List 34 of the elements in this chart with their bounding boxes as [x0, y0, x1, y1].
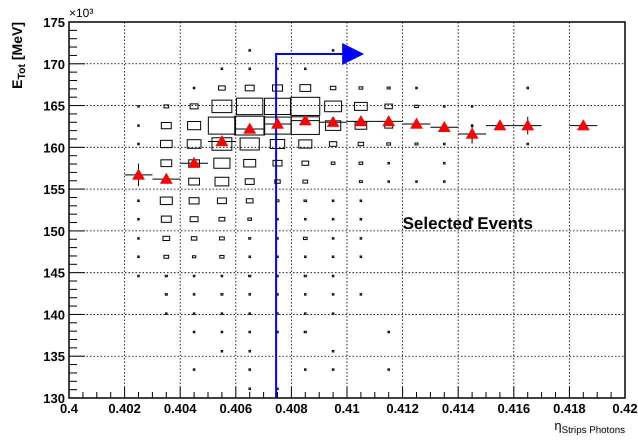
text: ×10³: [69, 6, 94, 20]
point: [576, 119, 590, 130]
y-tick-label: 135: [43, 349, 65, 364]
y-tick-label: 165: [43, 98, 65, 114]
x-tick-label: 0.414: [442, 401, 476, 416]
y-tick-label: 145: [43, 266, 65, 281]
x-tick-label: 0.42: [612, 401, 638, 416]
x-tick-label: 0.41: [334, 401, 360, 416]
y-tick-label: 160: [43, 140, 65, 156]
y-tick-label: 150: [43, 224, 65, 239]
point: [354, 115, 368, 126]
x-tick-label: 0.404: [164, 401, 198, 416]
x-tick-label: 0.412: [386, 401, 419, 416]
point: [132, 168, 145, 180]
x-axis-title: η$_{Strips Photons}$: [554, 418, 626, 436]
x-tick-label: 0.402: [108, 401, 141, 416]
x-tick-label: 0.408: [275, 401, 308, 416]
y-tick-label: 155: [43, 182, 65, 198]
y-tick-label: 140: [43, 307, 65, 322]
point: [160, 172, 173, 184]
point: [326, 116, 340, 127]
point: [494, 119, 506, 130]
point: [410, 118, 423, 129]
point: [438, 120, 451, 132]
x-tick-label: 0.418: [553, 401, 586, 416]
x-tick-label: 0.416: [498, 401, 530, 416]
point: [521, 119, 534, 130]
y-tick-label: 175: [43, 15, 65, 30]
point: [382, 115, 396, 126]
point: [466, 128, 478, 139]
point: [188, 156, 200, 168]
y-tick-label: 170: [43, 56, 65, 72]
x-tick-label: 0.406: [220, 401, 252, 416]
annotation: Selected Events: [402, 214, 534, 233]
